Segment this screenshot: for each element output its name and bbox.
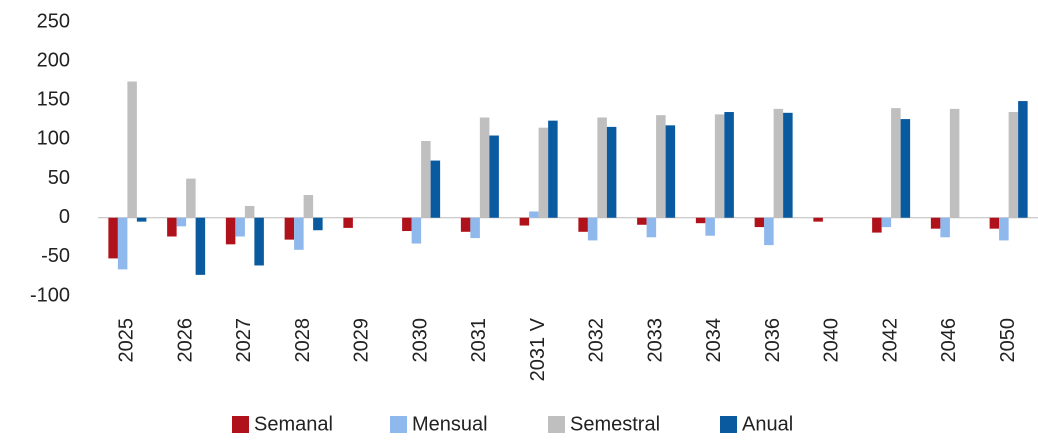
bar bbox=[989, 217, 1000, 229]
x-tick-label: 2028 bbox=[292, 318, 314, 363]
bar bbox=[754, 217, 765, 228]
legend-swatch bbox=[720, 416, 737, 433]
bar bbox=[313, 217, 323, 231]
bar bbox=[872, 217, 882, 233]
bar bbox=[343, 217, 353, 228]
bar bbox=[460, 217, 471, 232]
bar bbox=[1018, 101, 1028, 218]
bar bbox=[606, 126, 617, 218]
legend-label: Mensual bbox=[412, 413, 488, 435]
bar bbox=[578, 217, 588, 232]
y-tick-label: 50 bbox=[48, 167, 70, 189]
legend-swatch bbox=[390, 416, 407, 433]
bar bbox=[1008, 112, 1019, 218]
x-tick-label: 2032 bbox=[586, 318, 608, 363]
legend-label: Semanal bbox=[254, 413, 333, 435]
bar bbox=[773, 108, 784, 218]
bar bbox=[195, 217, 206, 275]
bar bbox=[695, 217, 706, 224]
y-tick-label: 250 bbox=[37, 10, 70, 32]
bar bbox=[587, 217, 598, 241]
bar bbox=[235, 217, 245, 237]
bar bbox=[402, 217, 412, 232]
bar bbox=[665, 125, 676, 218]
bar bbox=[225, 217, 236, 245]
bar bbox=[117, 217, 128, 270]
x-tick-label: 2034 bbox=[703, 318, 725, 363]
bar bbox=[421, 140, 431, 218]
y-tick-label: 150 bbox=[37, 89, 70, 111]
bar bbox=[470, 217, 480, 239]
bar bbox=[548, 120, 558, 218]
bar bbox=[538, 127, 549, 218]
x-tick-label: 2026 bbox=[174, 318, 196, 363]
legend-swatch bbox=[548, 416, 565, 433]
x-tick-label: 2027 bbox=[233, 318, 255, 363]
bar bbox=[646, 217, 657, 238]
y-tick-label: 200 bbox=[37, 49, 70, 71]
x-tick-label: 2029 bbox=[351, 318, 373, 363]
y-tick-label: 0 bbox=[59, 206, 70, 228]
bar bbox=[891, 108, 901, 218]
legend-swatch bbox=[232, 416, 249, 433]
bar bbox=[519, 217, 530, 226]
bar bbox=[764, 217, 774, 246]
bar bbox=[254, 217, 264, 266]
bar bbox=[167, 217, 177, 237]
legend-label: Anual bbox=[742, 413, 793, 435]
x-tick-label: 2040 bbox=[821, 318, 843, 363]
y-tick-label: -50 bbox=[41, 245, 70, 267]
bar bbox=[411, 217, 422, 244]
legend-label: Semestral bbox=[570, 413, 660, 435]
bar bbox=[900, 119, 911, 218]
bar bbox=[430, 160, 441, 218]
bar bbox=[705, 217, 715, 236]
bar bbox=[294, 217, 304, 250]
bar bbox=[724, 112, 734, 218]
x-tick-label: 2036 bbox=[762, 318, 784, 363]
bar bbox=[597, 117, 607, 218]
bar bbox=[999, 217, 1009, 241]
x-tick-label: 2046 bbox=[938, 318, 960, 363]
bar bbox=[136, 217, 147, 222]
bar bbox=[489, 135, 499, 218]
bar bbox=[303, 195, 314, 218]
y-tick-label: -100 bbox=[30, 284, 70, 306]
x-tick-label: 2031 bbox=[468, 318, 490, 363]
x-tick-label: 2033 bbox=[644, 318, 666, 363]
bar bbox=[881, 217, 892, 228]
bar bbox=[244, 205, 255, 218]
bar bbox=[783, 112, 793, 218]
x-tick-label: 2031 V bbox=[527, 317, 549, 381]
bar bbox=[714, 114, 725, 218]
bar bbox=[813, 217, 823, 222]
bar bbox=[127, 81, 137, 218]
bar bbox=[176, 217, 187, 227]
x-tick-label: 2030 bbox=[409, 318, 431, 363]
bar bbox=[940, 217, 950, 238]
bar bbox=[479, 117, 490, 218]
bar bbox=[529, 211, 539, 218]
bar bbox=[656, 115, 666, 218]
y-tick-label: 100 bbox=[37, 128, 70, 150]
bar bbox=[637, 217, 647, 225]
bar bbox=[949, 108, 960, 218]
bar bbox=[284, 217, 295, 240]
x-tick-label: 2042 bbox=[879, 318, 901, 363]
x-tick-label: 2050 bbox=[997, 318, 1019, 363]
bar bbox=[108, 217, 118, 259]
bar bbox=[930, 217, 941, 229]
x-tick-label: 2025 bbox=[116, 318, 138, 363]
bar bbox=[186, 178, 196, 218]
